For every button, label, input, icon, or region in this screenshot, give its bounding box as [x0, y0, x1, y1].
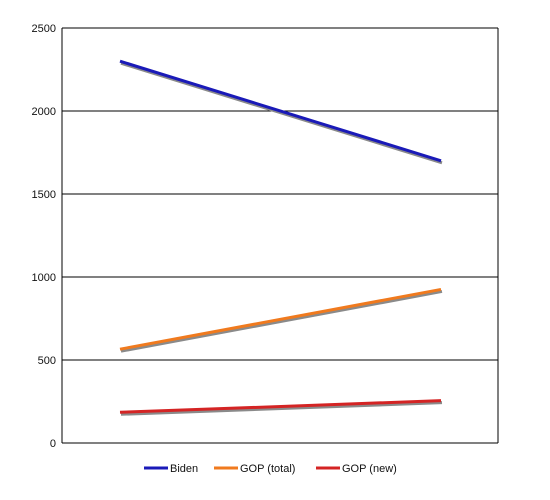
y-tick-label: 0 [50, 438, 56, 450]
y-tick-label: 1500 [32, 189, 56, 201]
series-line [119, 287, 442, 351]
series-line-shadow [120, 61, 443, 165]
series-line-shadow [120, 401, 443, 416]
axis-layer: 0 500 1000 1500 2000 2500 [32, 23, 499, 450]
y-tick-label: 500 [38, 355, 56, 367]
series-line [119, 399, 442, 414]
legend-label: GOP (new) [342, 463, 397, 475]
grid-layer [62, 27, 498, 444]
legend-label: GOP (total) [240, 463, 295, 475]
y-tick-label: 2000 [32, 106, 56, 118]
series-layer [119, 59, 443, 416]
y-tick-label: 2500 [32, 23, 56, 35]
legend-label: Biden [170, 463, 198, 475]
legend: Biden GOP (total) GOP (new) [144, 463, 397, 475]
series-line [119, 59, 442, 163]
y-tick-label: 1000 [32, 272, 56, 284]
series-line-shadow [120, 289, 443, 353]
